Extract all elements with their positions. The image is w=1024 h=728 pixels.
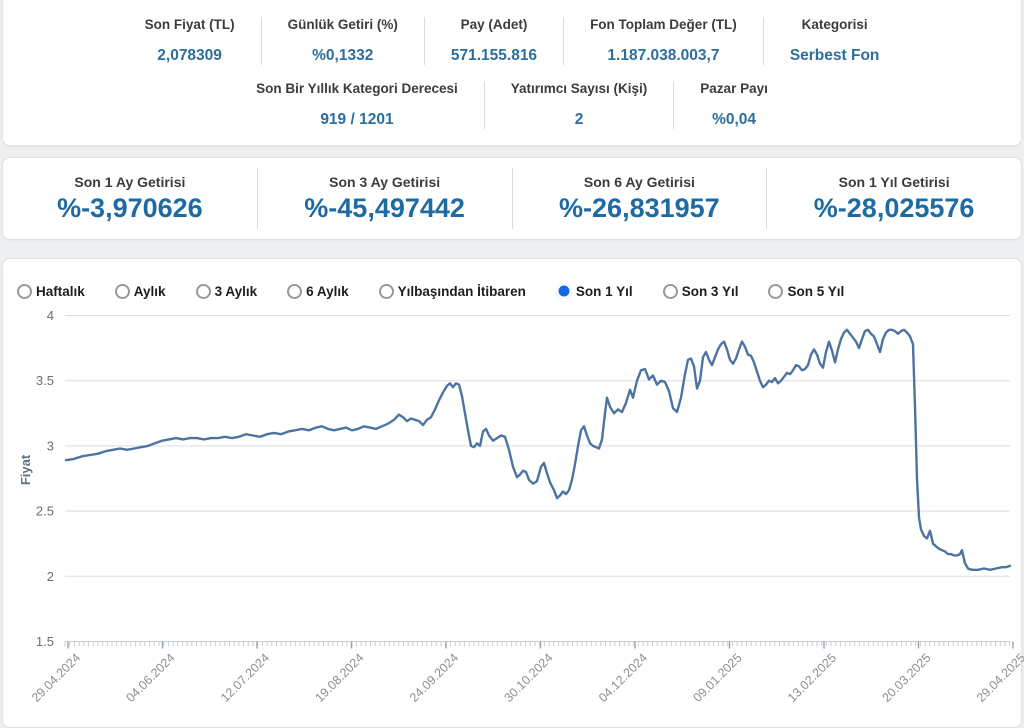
return-cell-son-6-ay-getirisi: Son 6 Ay Getirisi %-26,831957 <box>513 168 768 229</box>
returns-row: Son 1 Ay Getirisi %-3,970626 Son 3 Ay Geti… <box>3 158 1021 239</box>
return-label: Son 3 Ay Getirisi <box>329 174 441 190</box>
fund-stats-card: Son Fiyat (TL) 2,078309 Günlük Getiri (%)%… <box>2 0 1022 146</box>
x-tick-label: 19.08.2024 <box>312 651 366 705</box>
radio-icon[interactable] <box>768 283 784 299</box>
stat-value: 571.155.816 <box>450 47 538 64</box>
x-tick-label: 20.03.2025 <box>879 651 933 705</box>
stats-row-primary: Son Fiyat (TL) 2,078309 Günlük Getiri (%)%… <box>3 17 1021 65</box>
period-option-6-aylik[interactable]: 6 Aylık <box>287 283 349 299</box>
return-label: Son 1 Yıl Getirisi <box>838 174 950 190</box>
y-tick-label: 4 <box>47 308 54 323</box>
stat-cell-fon-toplam-deger-tl: Fon Toplam Değer (TL) 1.187.038.003,7 <box>564 17 764 65</box>
period-option-label: Aylık <box>133 283 166 299</box>
stat-cell-pazar-payi: Pazar Payı %0,04 <box>674 81 794 129</box>
period-option-son-5-yil[interactable]: Son 5 Yıl <box>768 283 845 299</box>
stats-row-secondary: Son Bir Yıllık Kategori Derecesi 919 / 12… <box>3 81 1021 129</box>
period-option-haftalik[interactable]: Haftalık <box>17 283 85 299</box>
period-option-yilbasindan-i-tibaren[interactable]: Yılbaşından İtibaren <box>378 283 526 299</box>
x-tick-label: 12.07.2024 <box>218 651 272 705</box>
stat-cell-yatirimci-sayisi-kisi: Yatırımcı Sayısı (Kişi) 2 <box>485 81 675 129</box>
stat-cell-pay-adet: Pay (Adet) 571.155.816 <box>425 17 565 65</box>
period-option-label: 3 Aylık <box>214 283 258 299</box>
period-option-label: Haftalık <box>36 283 85 299</box>
price-line-chart[interactable]: 4 3.5 3 2.5 2 1.5 29.04.2024 04.06.2024 12.07.20… <box>0 258 1024 715</box>
radio-icon[interactable] <box>17 283 32 299</box>
y-tick-label: 2 <box>47 569 54 584</box>
period-option-aylik[interactable]: Aylık <box>114 283 166 299</box>
stat-value: Serbest Fon <box>789 47 880 64</box>
x-tick-label: 04.06.2024 <box>123 651 177 705</box>
x-tick-label: 04.12.2024 <box>596 651 650 705</box>
period-option-label: Yılbaşından İtibaren <box>397 283 526 299</box>
stat-value: %0,1332 <box>312 47 374 64</box>
radio-selected-icon[interactable] <box>555 283 572 299</box>
x-tick-label: 09.01.2025 <box>690 651 744 705</box>
period-option-label: Son 1 Yıl <box>575 283 633 299</box>
radio-icon[interactable] <box>287 283 303 299</box>
stat-cell-kategorisi: Kategorisi Serbest Fon <box>764 17 906 65</box>
return-cell-son-3-ay-getirisi: Son 3 Ay Getirisi %-45,497442 <box>258 168 513 229</box>
y-tick-label: 1.5 <box>36 634 54 649</box>
stat-cell-son-fiyat-tl: Son Fiyat (TL) 2,078309 <box>119 17 262 65</box>
stat-label: Son Bir Yıllık Kategori Derecesi <box>256 81 458 96</box>
x-tick-label: 24.09.2024 <box>407 651 461 705</box>
period-option-3-aylik[interactable]: 3 Aylık <box>195 283 258 299</box>
radio-icon[interactable] <box>114 283 130 299</box>
x-tick-label: 30.10.2024 <box>501 651 555 705</box>
period-radio-group: Haftalık Aylık 3 Aylık 6 Aylık Yılbaşından İ… <box>3 259 1021 306</box>
stat-label: Pay (Adet) <box>460 17 528 32</box>
return-label: Son 1 Ay Getirisi <box>74 174 186 190</box>
returns-card: Son 1 Ay Getirisi %-3,970626 Son 3 Ay Geti… <box>2 157 1022 240</box>
radio-icon[interactable] <box>195 283 211 299</box>
stat-label: Son Fiyat (TL) <box>144 17 235 32</box>
stat-label: Fon Toplam Değer (TL) <box>590 17 737 32</box>
return-value: %-3,970626 <box>57 193 203 223</box>
return-value: %-26,831957 <box>559 193 720 223</box>
stat-label: Pazar Payı <box>700 81 768 96</box>
period-option-label: 6 Aylık <box>306 283 349 299</box>
stat-value: 2,078309 <box>157 47 222 64</box>
stat-cell-gunluk-getiri: Günlük Getiri (%) %0,1332 <box>262 17 425 65</box>
radio-icon[interactable] <box>378 283 394 299</box>
y-tick-label: 3 <box>47 438 54 453</box>
radio-icon[interactable] <box>662 283 678 299</box>
return-cell-son-1-yil-getirisi: Son 1 Yıl Getirisi %-28,025576 <box>767 168 1021 229</box>
return-value: %-45,497442 <box>304 193 465 223</box>
period-option-son-1-yil[interactable]: Son 1 Yıl <box>555 283 633 299</box>
stat-value: 1.187.038.003,7 <box>607 47 720 64</box>
period-option-son-3-yil[interactable]: Son 3 Yıl <box>662 283 739 299</box>
stat-label: Günlük Getiri (%) <box>287 17 398 32</box>
return-value: %-28,025576 <box>813 193 975 223</box>
period-option-label: Son 5 Yıl <box>787 283 845 299</box>
x-tick-label: 13.02.2025 <box>785 651 839 705</box>
period-option-label: Son 3 Yıl <box>681 283 739 299</box>
y-tick-label: 3.5 <box>36 373 54 388</box>
x-tick-label: 29.04.2025 <box>974 651 1024 705</box>
price-series-line[interactable] <box>64 328 1012 571</box>
stat-value: 919 / 1201 <box>320 111 394 128</box>
stat-label: Yatırımcı Sayısı (Kişi) <box>510 81 648 96</box>
return-cell-son-1-ay-getirisi: Son 1 Ay Getirisi %-3,970626 <box>3 168 258 229</box>
y-axis-title: Fiyat <box>18 454 33 486</box>
x-tick-label: 29.04.2024 <box>29 651 83 705</box>
stat-value: 2 <box>574 111 584 128</box>
return-label: Son 6 Ay Getirisi <box>583 174 695 190</box>
stat-cell-son-bir-yillik-kategori-derecesi: Son Bir Yıllık Kategori Derecesi 919 / 12… <box>230 81 485 129</box>
stat-value: %0,04 <box>712 111 757 128</box>
y-tick-label: 2.5 <box>36 504 54 519</box>
stat-label: Kategorisi <box>801 17 868 32</box>
